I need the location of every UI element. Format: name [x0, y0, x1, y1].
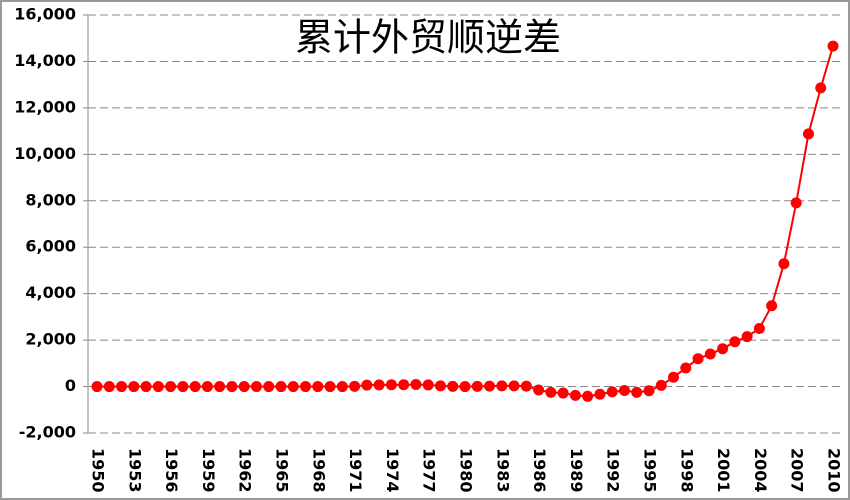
point	[508, 380, 520, 392]
point	[484, 380, 496, 392]
point	[680, 362, 692, 374]
point	[827, 40, 839, 52]
point	[545, 386, 557, 398]
point	[802, 128, 814, 140]
point	[643, 385, 655, 397]
x-tick-label: 1980	[457, 448, 476, 493]
x-tick-label: 2007	[788, 448, 807, 493]
x-tick-label: 2004	[751, 448, 770, 493]
point	[287, 381, 299, 393]
x-tick-label: 1959	[199, 448, 218, 493]
point	[606, 386, 618, 398]
x-tick-label: 1998	[677, 448, 696, 493]
point	[410, 378, 422, 390]
point	[91, 381, 103, 393]
point	[631, 386, 643, 398]
point	[790, 197, 802, 209]
point	[189, 381, 201, 393]
point	[753, 323, 765, 334]
point	[618, 385, 630, 397]
chart-title: 累计外贸顺逆差	[295, 16, 561, 60]
point	[569, 389, 581, 401]
point	[226, 381, 238, 393]
x-tick-label: 1965	[273, 448, 292, 493]
y-tick-label: 8,000	[25, 190, 76, 209]
point	[520, 380, 532, 392]
point	[496, 380, 508, 392]
point	[373, 379, 385, 391]
x-tick-label: 1986	[530, 448, 549, 493]
point	[177, 381, 189, 393]
point	[238, 381, 250, 393]
point	[336, 381, 348, 393]
x-tick-label: 1974	[383, 448, 402, 493]
point	[692, 353, 704, 365]
x-tick-label: 1977	[420, 448, 439, 493]
point	[422, 379, 434, 391]
x-tick-label: 1983	[493, 448, 512, 493]
point	[471, 380, 483, 392]
x-tick-label: 1950	[89, 448, 108, 493]
point	[128, 381, 140, 393]
x-tick-label: 1968	[309, 448, 328, 493]
point	[668, 371, 680, 383]
y-tick-label: 14,000	[14, 51, 76, 70]
point	[655, 379, 667, 391]
x-tick-label: 1995	[641, 448, 660, 493]
x-tick-label: 1971	[346, 448, 365, 493]
point	[533, 384, 545, 396]
point	[300, 381, 312, 393]
x-tick-label: 1956	[162, 448, 181, 493]
point	[398, 379, 410, 391]
y-tick-label: 4,000	[25, 283, 76, 302]
point	[741, 331, 753, 343]
point	[116, 381, 128, 393]
point	[717, 343, 729, 355]
point	[201, 381, 213, 393]
x-tick-label: 1953	[125, 448, 144, 493]
point	[103, 381, 115, 393]
point	[766, 300, 778, 312]
x-tick-label: 1989	[567, 448, 586, 493]
point	[361, 379, 373, 391]
point	[312, 381, 324, 393]
point	[434, 380, 446, 392]
point	[815, 82, 827, 94]
y-tick-label: 6,000	[25, 237, 76, 256]
point	[385, 379, 397, 391]
y-tick-label: 10,000	[14, 144, 76, 163]
point	[214, 381, 226, 393]
y-tick-label: 12,000	[14, 97, 76, 116]
x-tick-label: 2010	[825, 448, 844, 493]
x-tick-label: 1962	[236, 448, 255, 493]
y-tick-label: 2,000	[25, 330, 76, 349]
point	[275, 381, 287, 393]
y-tick-label: 0	[65, 376, 76, 395]
point	[594, 388, 606, 400]
point	[459, 381, 471, 393]
point	[263, 381, 275, 393]
point	[582, 390, 594, 402]
point	[165, 381, 177, 393]
x-tick-label: 1992	[604, 448, 623, 493]
point	[447, 380, 459, 392]
point	[140, 381, 152, 393]
point	[704, 348, 716, 360]
y-tick-label: 16,000	[14, 5, 76, 24]
point	[557, 387, 569, 399]
point	[324, 381, 336, 393]
point	[152, 381, 164, 393]
x-tick-label: 2001	[714, 448, 733, 493]
y-tick-label: -2,000	[19, 423, 76, 442]
point	[729, 336, 741, 348]
point	[250, 381, 262, 393]
point	[778, 258, 790, 270]
point	[349, 380, 361, 392]
